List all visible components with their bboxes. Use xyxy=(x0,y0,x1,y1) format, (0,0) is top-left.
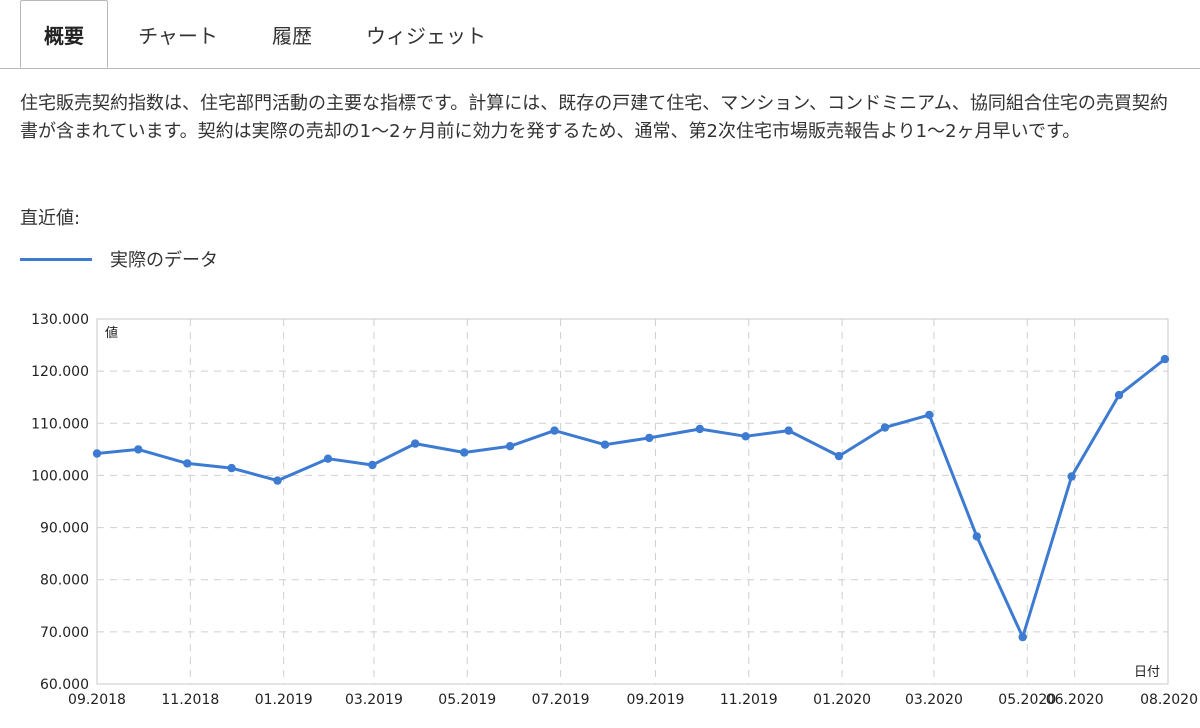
data-point xyxy=(273,476,282,485)
y-axis-title: 値 xyxy=(105,325,118,341)
y-tick-label: 90.000 xyxy=(40,521,89,537)
x-tick-label: 01.2019 xyxy=(255,692,313,708)
latest-value-label: 直近値: xyxy=(20,208,81,229)
x-tick-label: 09.2018 xyxy=(68,692,126,708)
chart-legend: 実際のデータ xyxy=(20,244,218,274)
data-point xyxy=(834,451,844,461)
x-tick-label: 01.2020 xyxy=(813,692,871,708)
x-tick-label: 03.2020 xyxy=(905,692,963,708)
y-tick-label: 80.000 xyxy=(40,573,89,589)
data-point xyxy=(183,459,192,468)
tab-history-label: 履歴 xyxy=(272,23,312,48)
legend-label: 実際のデータ xyxy=(110,250,218,271)
data-point xyxy=(368,460,377,470)
y-tick-label: 110.000 xyxy=(31,416,89,432)
tab-widget[interactable]: ウィジェット xyxy=(346,0,506,68)
tab-chart[interactable]: チャート xyxy=(120,0,236,68)
line-chart: 60.000 70.000 80.000 90.000 100.000 110.000 12… xyxy=(31,312,1198,708)
legend-line-swatch xyxy=(20,257,92,261)
data-point xyxy=(880,423,890,432)
data-point xyxy=(411,439,420,448)
data-point xyxy=(741,432,750,441)
data-point xyxy=(1018,632,1027,642)
data-point xyxy=(550,426,559,435)
data-point xyxy=(1160,354,1170,364)
x-axis-title: 日付 xyxy=(1134,665,1160,680)
y-tick-label: 60.000 xyxy=(40,677,89,693)
x-tick-label: 06.2020 xyxy=(1046,692,1104,708)
tab-overview[interactable]: 概要 xyxy=(20,0,108,68)
indicator-description: 住宅販売契約指数は、住宅部門活動の主要な指標です。計算には、既存の戸建て住宅、マ… xyxy=(20,93,1168,142)
data-point xyxy=(227,463,236,473)
x-tick-label: 05.2019 xyxy=(438,692,496,708)
x-tick-label: 08.2020 xyxy=(1140,692,1198,708)
data-point xyxy=(925,410,934,420)
tab-overview-label: 概要 xyxy=(44,23,84,48)
tab-bar: 概要 チャート 履歴 ウィジェット xyxy=(0,0,1200,69)
y-tick-label: 130.000 xyxy=(31,312,89,328)
data-point xyxy=(134,445,143,454)
x-tick-label: 11.2018 xyxy=(161,692,219,708)
y-tick-label: 70.000 xyxy=(40,625,89,641)
data-point xyxy=(645,433,654,443)
tab-chart-label: チャート xyxy=(138,23,218,48)
x-tick-label: 05.2020 xyxy=(998,692,1056,708)
data-point xyxy=(92,449,102,458)
data-point xyxy=(695,424,704,434)
data-point xyxy=(323,454,333,463)
x-tick-label: 03.2019 xyxy=(345,692,403,708)
data-point xyxy=(1067,472,1076,481)
y-tick-label: 120.000 xyxy=(31,364,89,380)
data-point xyxy=(600,440,610,449)
data-point xyxy=(1114,390,1124,400)
y-tick-label: 100.000 xyxy=(31,468,89,484)
data-point xyxy=(784,426,793,435)
x-tick-label: 09.2019 xyxy=(626,692,684,708)
data-point xyxy=(505,442,515,451)
tab-history[interactable]: 履歴 xyxy=(256,0,328,68)
tab-widget-label: ウィジェット xyxy=(366,23,486,48)
series-line xyxy=(96,357,1166,639)
x-tick-label: 07.2019 xyxy=(532,692,590,708)
data-point xyxy=(460,448,469,457)
plot-frame xyxy=(96,318,1169,685)
x-tick-label: 11.2019 xyxy=(720,692,778,708)
data-point xyxy=(972,532,981,541)
